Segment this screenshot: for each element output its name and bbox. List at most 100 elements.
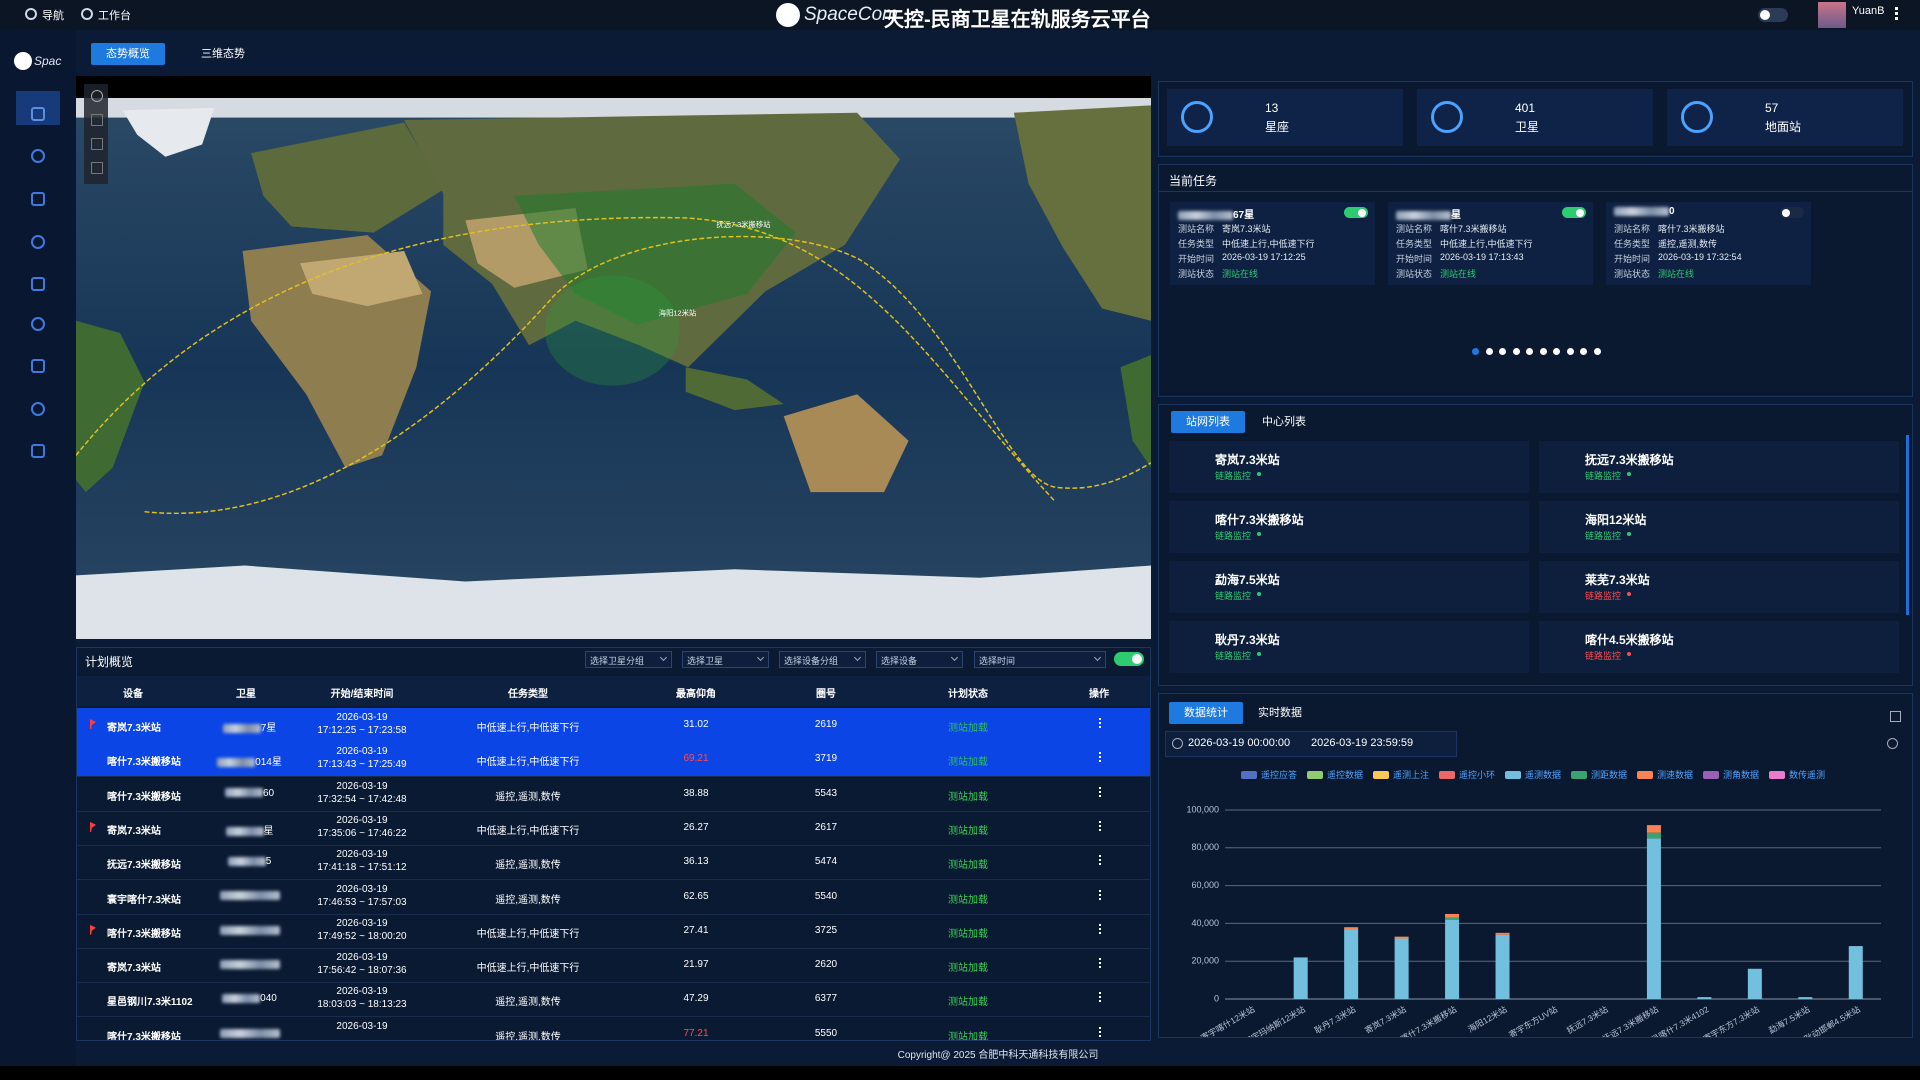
pager-dot[interactable] [1553, 348, 1560, 355]
table-row[interactable]: 抚远7.3米搬移站 5 2026-03-19 17:41:18 ~ 17:51:12 遥… [77, 845, 1150, 881]
scrollbar[interactable] [1906, 435, 1909, 615]
table-row[interactable]: 寄岚7.3米站 7星 2026-03-19 17:12:25 ~ 17:23:58 中低… [77, 708, 1150, 743]
workbench-link[interactable]: 工作台 [98, 10, 131, 22]
legend-swatch[interactable] [1307, 771, 1323, 779]
filter-select[interactable]: 选择卫星分组 [585, 651, 672, 668]
legend-label[interactable]: 遥控小环 [1459, 769, 1495, 780]
legend-swatch[interactable] [1439, 771, 1455, 779]
station-tab[interactable]: 站网列表 [1171, 411, 1245, 433]
table-row[interactable]: 喀什7.3米搬移站 014星 2026-03-19 17:13:43 ~ 17:25:… [77, 742, 1150, 778]
view-tab[interactable]: 态势概览 [91, 43, 165, 65]
pager-dot[interactable] [1526, 348, 1533, 355]
table-row[interactable]: 喀什7.3米搬移站 2026-03-19 遥控,遥测,数传 77.21 5550 测站加载 [77, 1017, 1150, 1041]
side-icon[interactable] [31, 444, 45, 458]
legend-swatch[interactable] [1769, 771, 1785, 779]
task-toggle[interactable] [1562, 207, 1586, 218]
user-name[interactable]: YuanB [1852, 5, 1885, 17]
legend-swatch[interactable] [1637, 771, 1653, 779]
table-row[interactable]: 喀什7.3米搬移站 2026-03-19 17:49:52 ~ 18:00:20 中低… [77, 914, 1150, 949]
table-row[interactable]: 喀什7.3米搬移站 60 2026-03-19 17:32:54 ~ 17:42:48… [77, 777, 1150, 812]
row-action[interactable] [1099, 855, 1101, 858]
row-action[interactable] [1099, 718, 1101, 720]
map-tool[interactable] [91, 162, 103, 174]
nav-link[interactable]: 导航 [42, 10, 64, 22]
station-item[interactable]: 喀什4.5米搬移站 链路监控 [1539, 621, 1899, 673]
legend-label[interactable]: 遥控应答 [1261, 769, 1297, 780]
date-start[interactable]: 2026-03-19 00:00:00 [1188, 737, 1291, 749]
station-item[interactable]: 莱芜7.3米站 链路监控 [1539, 561, 1899, 613]
side-icon[interactable] [31, 107, 45, 121]
row-action[interactable] [1099, 923, 1101, 926]
table-row[interactable]: 寄岚7.3米站 星 2026-03-19 17:35:06 ~ 17:46:22 中低速… [77, 811, 1150, 846]
side-icon[interactable] [31, 359, 45, 373]
pager-dot[interactable] [1580, 348, 1587, 355]
legend-swatch[interactable] [1505, 771, 1521, 779]
legend-swatch[interactable] [1703, 771, 1719, 779]
legend-label[interactable]: 遥测上注 [1393, 769, 1429, 780]
legend-label[interactable]: 测距数据 [1591, 769, 1627, 780]
pager-dot[interactable] [1485, 348, 1493, 355]
plan-status: 测站加载 [948, 1031, 988, 1041]
pager-dot[interactable] [1512, 348, 1520, 355]
more-menu[interactable] [1895, 7, 1898, 10]
fullscreen-button[interactable] [1890, 711, 1901, 722]
filter-select[interactable]: 选择卫星 [682, 651, 769, 668]
station-item[interactable]: 耿丹7.3米站 链路监控 [1169, 621, 1529, 673]
map-tool[interactable] [91, 114, 103, 126]
filter-select[interactable]: 选择设备 [876, 651, 963, 668]
task-toggle[interactable] [1780, 207, 1804, 218]
pager-dot[interactable] [1566, 348, 1574, 355]
side-icon[interactable] [31, 235, 45, 249]
legend-label[interactable]: 测角数据 [1723, 769, 1759, 780]
map-tool[interactable] [91, 138, 103, 150]
date: 2026-03-19 [336, 746, 388, 758]
pager-dot[interactable] [1499, 348, 1506, 355]
date-end[interactable]: 2026-03-19 23:59:59 [1311, 737, 1414, 749]
legend-swatch[interactable] [1373, 771, 1389, 779]
table-row[interactable]: 星邑钢川7.3米1102 040 2026-03-19 18:03:03 ~ 18:1… [77, 982, 1150, 1018]
filter-select[interactable]: 选择时间 [974, 651, 1106, 668]
data-tab[interactable]: 数据统计 [1169, 702, 1243, 724]
table-row[interactable]: 寰宇喀什7.3米站 2026-03-19 17:46:53 ~ 17:57:03 遥控… [77, 880, 1150, 915]
date-range[interactable]: 2026-03-19 00:00:00 2026-03-19 23:59:59 [1165, 731, 1457, 757]
station-tab[interactable]: 中心列表 [1262, 416, 1306, 428]
data-tab[interactable]: 实时数据 [1258, 707, 1302, 719]
row-action[interactable] [1099, 786, 1101, 789]
pager-dot[interactable] [1593, 348, 1601, 355]
task-toggle[interactable] [1344, 207, 1368, 218]
map-tool[interactable] [91, 90, 103, 102]
side-icon[interactable] [31, 402, 45, 416]
pager-dot[interactable] [1539, 348, 1547, 355]
theme-toggle[interactable] [1758, 8, 1788, 22]
legend-label[interactable]: 遥测数据 [1525, 769, 1561, 780]
filter-select[interactable]: 选择设备分组 [779, 651, 866, 668]
station-item[interactable]: 勐海7.5米站 链路监控 [1169, 561, 1529, 613]
pager-dot[interactable] [1472, 348, 1479, 355]
side-icon[interactable] [31, 317, 45, 331]
legend-swatch[interactable] [1241, 771, 1257, 779]
station-item[interactable]: 寄岚7.3米站 链路监控 [1169, 441, 1529, 493]
row-action[interactable] [1099, 889, 1101, 892]
side-icon[interactable] [31, 277, 45, 291]
side-icon[interactable] [31, 192, 45, 206]
avatar[interactable] [1818, 2, 1846, 28]
station-item[interactable]: 海阳12米站 链路监控 [1539, 501, 1899, 553]
plan-toggle[interactable] [1114, 652, 1144, 666]
row-action[interactable] [1099, 958, 1101, 961]
table-row[interactable]: 寄岚7.3米站 2026-03-19 17:56:42 ~ 18:07:36 中低速上… [77, 948, 1150, 984]
station-item[interactable]: 抚远7.3米搬移站 链路监控 [1539, 441, 1899, 493]
row-action[interactable] [1099, 992, 1101, 995]
row-action[interactable] [1099, 752, 1101, 755]
view-tab[interactable]: 三维态势 [201, 48, 245, 60]
legend-swatch[interactable] [1571, 771, 1587, 779]
legend-label[interactable]: 数传遥测 [1789, 769, 1825, 780]
refresh-button[interactable] [1887, 738, 1898, 749]
side-icon[interactable] [31, 149, 45, 163]
row-action[interactable] [1099, 820, 1101, 823]
row-action[interactable] [1099, 1026, 1101, 1029]
legend-label[interactable]: 测速数据 [1657, 769, 1693, 780]
legend-label[interactable]: 遥控数据 [1327, 769, 1363, 780]
station-item[interactable]: 喀什7.3米搬移站 链路监控 [1169, 501, 1529, 553]
station-name: 喀什7.3米搬移站 [1215, 513, 1304, 527]
